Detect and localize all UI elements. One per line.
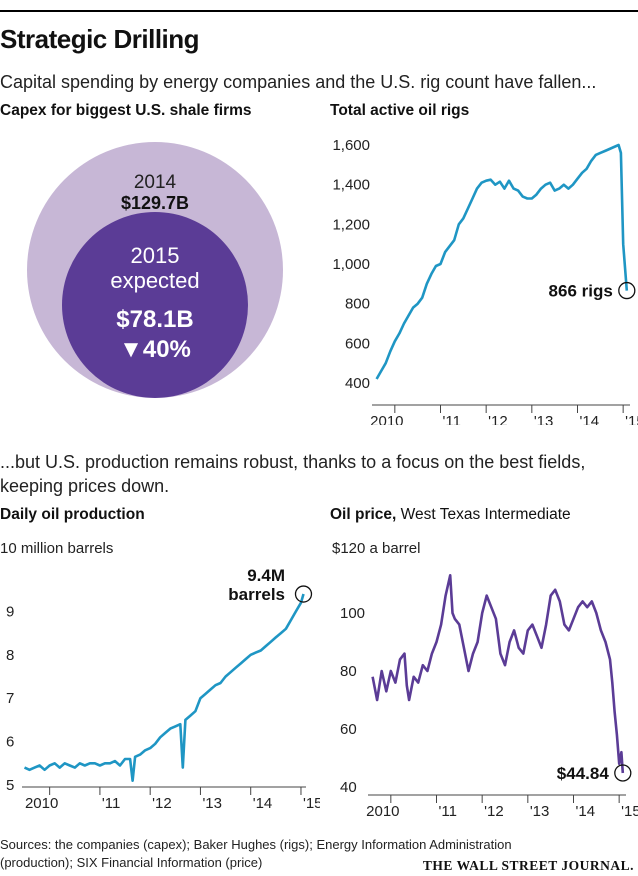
prod-y-tick-label: 6: [6, 734, 14, 751]
subtitle-bottom-1: ...but U.S. production remains robust, t…: [0, 452, 586, 472]
rigs-line-chart: 1,600 1,400 1,200 1,000 800 600 400 2010 '11 '12 '…: [332, 137, 638, 425]
price-panel-title: Oil price, West Texas Intermediate: [330, 506, 571, 523]
rigs-series-line: [375, 143, 629, 380]
rigs-y-tick-label: 800: [345, 296, 370, 313]
prod-y-tick-label: 7: [6, 690, 14, 707]
production-unit-label: 10 million barrels: [0, 540, 114, 557]
price-y-tick-label: 60: [340, 721, 357, 738]
price-series-line: [371, 574, 625, 774]
wsj-credit: THE WALL STREET JOURNAL.: [422, 858, 634, 873]
rigs-x-tick-label: '13: [534, 413, 554, 425]
sources: Sources: the companies (capex); Baker Hu…: [0, 836, 512, 872]
bubble-2014-year: 2014: [134, 172, 177, 193]
rigs-y-tick-label: 1,200: [332, 216, 370, 233]
bubble-2015-value: $78.1B: [116, 306, 193, 333]
price-y-tick-label: 80: [340, 663, 357, 680]
prod-annotation-line-2: barrels: [228, 585, 285, 604]
prod-y-tick-label: 8: [6, 647, 14, 664]
rigs-x-tick-label: '15: [625, 413, 638, 425]
prod-x-tick-label: '13: [202, 795, 222, 812]
price-y-tick-label: 40: [340, 779, 357, 796]
price-x-tick-label: '14: [575, 803, 595, 820]
rigs-end-marker: [618, 281, 636, 300]
prod-y-tick-label: 5: [6, 777, 14, 794]
prod-x-tick-label: '15: [303, 795, 320, 812]
subtitle-top: Capital spending by energy companies and…: [0, 72, 597, 92]
prod-x-tick-label: 2010: [25, 795, 58, 812]
page-title: Strategic Drilling: [0, 24, 200, 54]
price-line-chart: 100 80 60 40 2010 '11 '12 '13 '14 '15 $44.84: [340, 574, 638, 820]
price-y-tick-label: 100: [340, 605, 365, 622]
price-end-marker: [614, 764, 632, 782]
bubble-2015-change: ▼40%: [119, 336, 191, 363]
rigs-annotation: 866 rigs: [549, 282, 613, 301]
subtitle-bottom-2: keeping prices down.: [0, 476, 170, 496]
price-x-tick-label: '13: [530, 803, 550, 820]
rigs-x-tick-label: '11: [442, 413, 460, 425]
prod-x-tick-label: '14: [253, 795, 273, 812]
price-x-tick-label: 2010: [366, 803, 399, 820]
bubble-2014-value: $129.7B: [121, 193, 189, 213]
rigs-panel-title: Total active oil rigs: [330, 102, 470, 119]
rigs-x-tick-label: 2010: [370, 413, 403, 425]
rigs-y-tick-label: 1,400: [332, 177, 370, 194]
price-x-tick-label: '12: [484, 803, 504, 820]
bubble-2015-year: 2015: [131, 243, 180, 268]
rigs-x-tick-label: '12: [488, 413, 508, 425]
prod-annotation-line-1: 9.4M: [247, 566, 285, 585]
price-x-tick-label: '11: [438, 803, 456, 820]
sources-line-2: (production); SIX Financial Information …: [0, 855, 263, 870]
capex-bubble-chart: 2014 $129.7B 2015 expected $78.1B ▼40%: [27, 142, 283, 398]
prod-y-tick-label: 9: [6, 603, 14, 620]
rigs-y-tick-label: 600: [345, 335, 370, 352]
rigs-y-tick-label: 1,600: [332, 137, 370, 154]
prod-series-line: [23, 593, 305, 782]
rigs-y-tick-label: 400: [345, 375, 370, 392]
prod-x-tick-label: '11: [102, 795, 120, 812]
bubble-2015-label: expected: [110, 268, 199, 293]
price-unit-label: $120 a barrel: [332, 540, 421, 557]
prod-end-marker: [294, 585, 313, 603]
rigs-y-tick-label: 1,000: [332, 256, 370, 273]
bubble-2015: [62, 212, 248, 398]
rigs-x-tick-label: '14: [579, 413, 599, 425]
production-panel-title: Daily oil production: [0, 506, 145, 523]
capex-panel-title: Capex for biggest U.S. shale firms: [0, 102, 252, 119]
price-x-tick-label: '15: [621, 803, 638, 820]
top-rule: [0, 10, 638, 12]
prod-x-tick-label: '12: [152, 795, 172, 812]
price-annotation: $44.84: [557, 764, 610, 783]
sources-line-1: Sources: the companies (capex); Baker Hu…: [0, 837, 512, 852]
